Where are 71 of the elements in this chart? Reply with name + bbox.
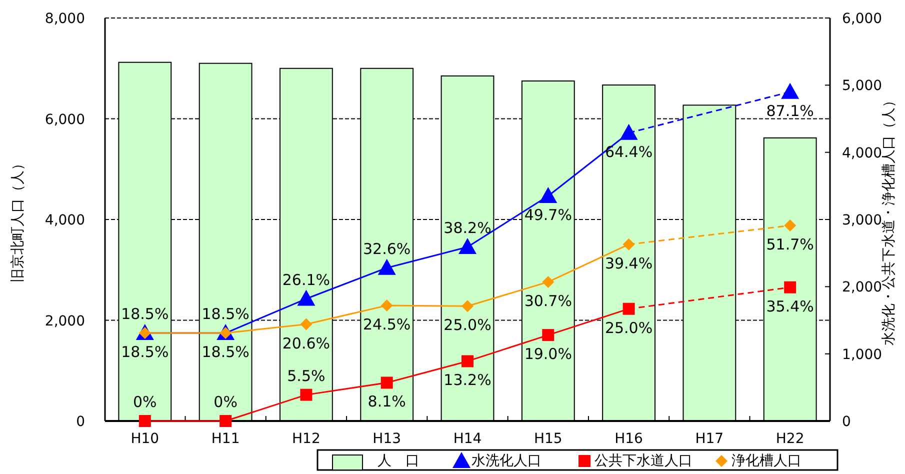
y2-tick-label: 0 xyxy=(842,414,851,430)
y2-tick-label: 6,000 xyxy=(842,11,882,27)
point xyxy=(542,329,554,342)
annotation: 20.6% xyxy=(282,334,330,352)
point xyxy=(784,281,796,294)
point xyxy=(620,124,638,140)
x-tick-label: H14 xyxy=(453,431,482,447)
annotation: 0% xyxy=(214,393,238,411)
annotation: 30.7% xyxy=(524,292,572,310)
legend-label: 浄化槽人口 xyxy=(732,453,802,469)
annotation: 35.4% xyxy=(766,297,814,316)
y2-tick-label: 4,000 xyxy=(842,145,882,162)
x-tick-label: H10 xyxy=(130,431,160,447)
y2-tick-label: 2,000 xyxy=(842,280,882,296)
annotation: 8.1% xyxy=(368,392,406,411)
annotation: 25.0% xyxy=(604,318,653,337)
annotation: 49.7% xyxy=(524,206,572,224)
y2-tick-label: 5,000 xyxy=(842,78,882,94)
x-tick-label: H17 xyxy=(695,431,724,447)
annotation: 51.7% xyxy=(766,236,814,254)
point xyxy=(300,388,312,401)
x-tick-label: H22 xyxy=(776,431,804,447)
point xyxy=(458,238,476,254)
y2-axis-title: 水洗化・公共下水道・浄化槽人口（人） xyxy=(881,94,897,346)
point xyxy=(622,238,635,250)
annotation: 39.4% xyxy=(604,254,653,272)
x-tick-label: H11 xyxy=(211,431,240,447)
point xyxy=(297,290,316,306)
annotation: 25.0% xyxy=(444,316,492,334)
point xyxy=(542,276,554,288)
x-tick-label: H16 xyxy=(614,431,644,447)
point xyxy=(138,415,151,427)
point xyxy=(622,302,635,315)
y-tick-label: 8,000 xyxy=(44,11,85,27)
point xyxy=(380,376,393,389)
point xyxy=(462,300,474,312)
x-tick-label: H13 xyxy=(372,431,402,447)
point xyxy=(378,258,396,275)
annotation: 24.5% xyxy=(363,315,411,334)
point xyxy=(220,415,232,427)
annotation: 64.4% xyxy=(604,142,653,161)
annotation: 18.5% xyxy=(121,305,169,324)
y-tick-label: 6,000 xyxy=(44,112,85,128)
x-tick-label: H12 xyxy=(292,431,320,447)
point xyxy=(300,318,312,330)
point xyxy=(380,299,393,312)
legend-label: 人 口 xyxy=(378,453,420,469)
annotation: 19.0% xyxy=(524,345,572,364)
annotation: 38.2% xyxy=(444,219,492,238)
annotation: 32.6% xyxy=(363,240,411,258)
y-axis-title: 旧京北町人口（人） xyxy=(10,156,26,282)
x-tick-label: H15 xyxy=(534,431,562,447)
y-tick-label: 2,000 xyxy=(44,313,85,330)
point xyxy=(781,82,800,99)
y2-tick-label: 3,000 xyxy=(842,212,882,228)
y2-tick-label: 1,000 xyxy=(842,346,882,363)
annotation: 18.5% xyxy=(121,343,169,362)
annotation: 13.2% xyxy=(444,371,492,390)
point xyxy=(539,186,558,203)
y-tick-label: 0 xyxy=(76,414,85,430)
annotation: 87.1% xyxy=(766,102,814,120)
y-tick-label: 4,000 xyxy=(44,212,85,228)
annotation: 5.5% xyxy=(287,366,326,385)
annotation: 18.5% xyxy=(202,305,250,324)
annotation: 0% xyxy=(133,393,157,411)
point xyxy=(784,220,796,232)
legend-label: 水洗化人口 xyxy=(472,453,542,469)
annotation: 26.1% xyxy=(282,270,330,289)
point xyxy=(462,355,474,368)
annotation: 18.5% xyxy=(202,343,250,362)
legend-label: 公共下水道人口 xyxy=(594,453,692,469)
